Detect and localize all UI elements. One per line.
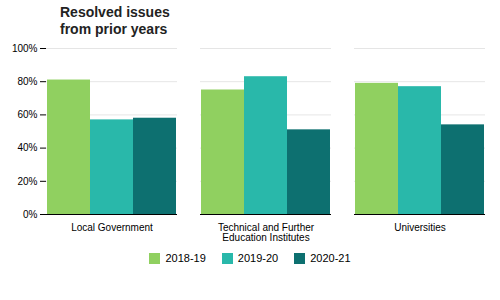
html-text:Resolved issues from prior yea: Resolved issues from prior years	[60, 4, 170, 37]
html-text:2019-20: 2019-20	[237, 252, 279, 264]
svg-text:Universities: Universities	[394, 222, 446, 233]
html-text:2020-21: 2020-21	[310, 252, 351, 264]
svg-text:Technical and FurtherEducation: Technical and FurtherEducation Institute…	[218, 222, 315, 243]
svg-text:0%: 0%	[23, 209, 38, 220]
svg-text:60%: 60%	[17, 109, 37, 120]
svg-text:80%: 80%	[17, 76, 37, 87]
svg-text:100%: 100%	[12, 43, 38, 54]
html-text:2018-19: 2018-19	[165, 252, 206, 264]
svg-text:Local Government: Local Government	[71, 222, 153, 233]
svg-text:20%: 20%	[17, 176, 37, 187]
svg-text:40%: 40%	[17, 142, 37, 153]
